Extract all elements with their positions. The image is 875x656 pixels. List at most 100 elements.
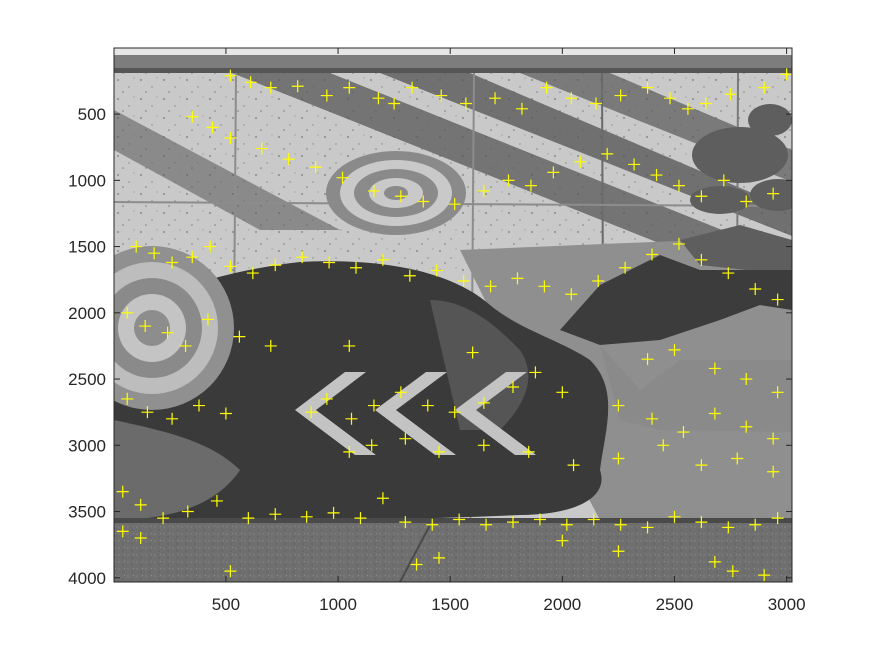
feature-point: [224, 260, 237, 273]
feature-point: [305, 406, 318, 419]
feature-point: [740, 420, 753, 433]
feature-point: [255, 142, 268, 155]
feature-point: [193, 399, 206, 412]
feature-point: [506, 516, 519, 529]
left-bullseye: [114, 246, 234, 410]
feature-point: [201, 313, 214, 326]
feature-point: [224, 69, 237, 82]
x-tick-label: 3000: [768, 595, 806, 614]
feature-point: [587, 513, 600, 526]
feature-point: [296, 251, 309, 264]
feature-point: [480, 518, 493, 531]
feature-point: [515, 102, 528, 115]
x-tick-label: 2000: [543, 595, 581, 614]
feature-point: [758, 569, 771, 582]
feature-point: [614, 518, 627, 531]
feature-points: [116, 68, 792, 582]
y-tick-label: 1000: [68, 171, 106, 190]
y-tick-label: 4000: [68, 569, 106, 588]
x-tick-label: 1000: [319, 595, 357, 614]
x-tick-label: 500: [212, 595, 240, 614]
feature-point: [432, 551, 445, 564]
feature-point: [740, 195, 753, 208]
feature-point: [695, 190, 708, 203]
feature-point: [724, 88, 737, 101]
feature-point: [612, 545, 625, 558]
feature-point: [722, 521, 735, 534]
feature-point: [511, 272, 524, 285]
feature-point: [210, 494, 223, 507]
feature-point: [349, 261, 362, 274]
feature-point: [663, 92, 676, 105]
feature-point: [116, 485, 129, 498]
feature-point: [758, 81, 771, 94]
feature-point: [345, 412, 358, 425]
feature-point: [533, 513, 546, 526]
feature-point: [529, 366, 542, 379]
feature-point: [417, 195, 430, 208]
feature-point: [612, 399, 625, 412]
feature-point: [367, 184, 380, 197]
axes-box: [113, 47, 793, 583]
feature-point: [399, 516, 412, 529]
feature-point: [612, 452, 625, 465]
feature-point: [372, 92, 385, 105]
y-axis: 500 1000 1500 2000 2500 3000 3500 4000: [68, 105, 792, 588]
feature-point: [619, 261, 632, 274]
feature-point: [466, 346, 479, 359]
feature-point: [181, 505, 194, 518]
feature-point: [708, 555, 721, 568]
feature-point: [139, 320, 152, 333]
feature-point: [264, 339, 277, 352]
feature-point: [219, 407, 232, 420]
feature-point: [264, 81, 277, 94]
feature-point: [291, 80, 304, 93]
feature-point: [560, 518, 573, 531]
feature-point: [148, 247, 161, 260]
feature-point: [641, 353, 654, 366]
feature-point: [354, 512, 367, 525]
feature-point: [695, 516, 708, 529]
feature-point: [300, 510, 313, 523]
feature-point: [767, 187, 780, 200]
feature-point: [116, 525, 129, 538]
feature-point: [540, 81, 553, 94]
feature-point: [121, 306, 134, 319]
y-tick-label: 2500: [68, 370, 106, 389]
feature-point: [161, 326, 174, 339]
feature-point: [506, 380, 519, 393]
feature-point: [367, 399, 380, 412]
feature-point: [695, 459, 708, 472]
feature-point: [646, 248, 659, 261]
feature-point: [477, 439, 490, 452]
feature-point: [589, 97, 602, 110]
feature-point: [565, 288, 578, 301]
feature-point: [556, 534, 569, 547]
y-tick-label: 1500: [68, 238, 106, 257]
feature-point: [502, 174, 515, 187]
feature-point: [320, 392, 333, 405]
feature-point: [394, 190, 407, 203]
feature-point: [726, 565, 739, 578]
feature-point: [166, 256, 179, 269]
feature-point: [406, 81, 419, 94]
y-tick-label: 2000: [68, 304, 106, 323]
x-tick-label: 2500: [656, 595, 694, 614]
feature-point: [435, 89, 448, 102]
feature-point: [771, 293, 784, 306]
feature-point: [567, 459, 580, 472]
feature-point: [556, 386, 569, 399]
feature-point: [459, 97, 472, 110]
feature-point: [646, 412, 659, 425]
feature-point: [771, 512, 784, 525]
top-bullseye: [326, 151, 466, 235]
feature-point: [708, 362, 721, 375]
feature-point: [327, 506, 340, 519]
feature-point: [677, 426, 690, 439]
feature-point: [320, 89, 333, 102]
feature-point: [233, 330, 246, 343]
feature-point: [343, 445, 356, 458]
feature-point: [477, 396, 490, 409]
feature-point: [179, 339, 192, 352]
